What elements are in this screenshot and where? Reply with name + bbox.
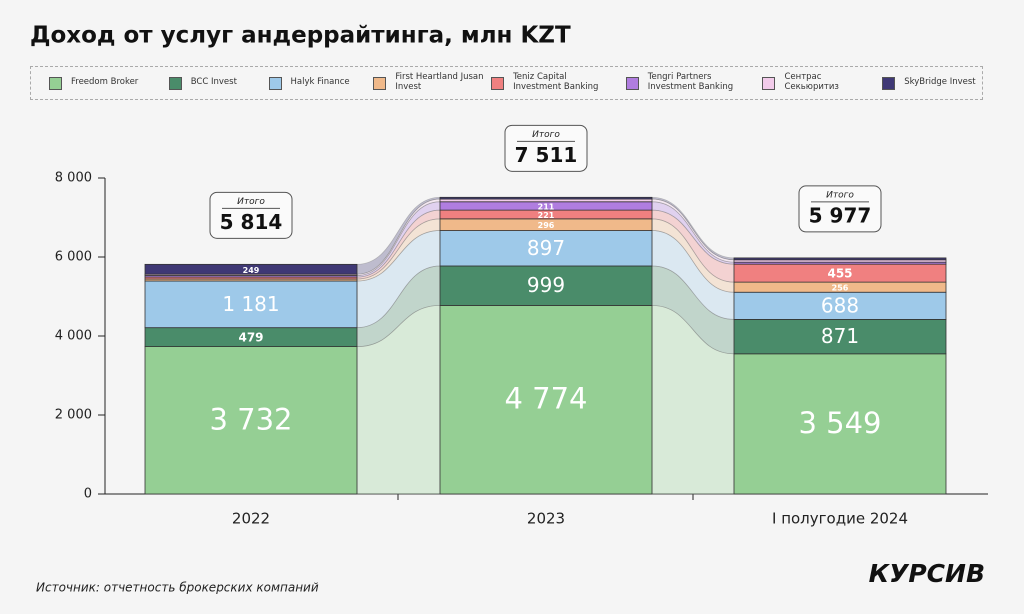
legend-label: Teniz Capital Investment Banking [513,72,599,92]
value-label: 688 [821,293,859,317]
brand: КУРСИВ [869,559,985,588]
legend-label: BCC Invest [190,77,237,88]
bar-segment [439,196,653,200]
bar-segment [439,198,653,203]
value-label: 3 732 [209,402,292,436]
y-tick-label: 8 000 [55,171,92,186]
total-box [798,185,882,233]
value-label: 221 [538,211,555,220]
legend-item: Сентрас Секьюритиз [762,72,882,93]
legend-swatch [373,76,387,90]
legend-label: Freedom Broker [71,77,139,88]
y-tick-label: 0 [84,487,92,502]
value-label: 897 [527,236,565,260]
legend-label: SkyBridge Invest [904,77,976,88]
legend-swatch [49,76,62,90]
bar-segment [439,230,653,267]
total-label: 7 511 [515,143,578,167]
y-tick-label: 6 000 [55,250,92,265]
source: Источник: отчетность брокерских компаний [36,581,319,595]
value-label: 4 774 [504,382,587,416]
legend-swatch [625,76,639,90]
legend-item: Halyk Finance [268,76,374,90]
total-title: Итого [532,130,560,140]
value-label: 999 [527,273,565,297]
value-label: 256 [832,284,849,293]
bar-segment [144,263,358,275]
total-box [209,191,293,239]
value-label: 211 [538,202,555,211]
bar-segment [439,305,653,495]
y-tick-label: 4 000 [55,329,92,344]
x-tick-label: I полугодие 2024 [772,510,908,528]
total-title: Итого [826,190,854,200]
legend-item: BCC Invest [168,76,269,90]
bar-segment [439,265,653,306]
bar-segment [144,280,358,329]
legend-swatch [762,76,776,90]
bar-segment [144,346,358,495]
total-label: 5 814 [220,210,283,234]
legend-label: First Heartland Jusan Invest [395,72,484,92]
legend: Freedom Broker BCC Invest Halyk Finance Fir… [30,66,983,100]
legend-swatch [491,76,505,90]
legend-item: Tengri Partners Investment Banking [625,72,763,93]
x-tick-label: 2023 [527,510,565,528]
legend-label: Сентрас Секьюритиз [784,72,839,92]
value-label: 871 [821,324,859,348]
bar-segment [733,319,947,355]
legend-item: SkyBridge Invest [882,76,982,90]
x-tick-label: 2022 [232,510,270,528]
value-label: 1 181 [222,292,279,316]
legend-item: First Heartland Jusan Invest [373,72,491,93]
value-label: 249 [243,266,260,275]
legend-label: Halyk Finance [290,77,350,88]
chart-title: Доход от услуг андеррайтинга, млн KZT [30,23,571,49]
value-label: 296 [538,221,555,230]
legend-label: Tengri Partners Investment Banking [647,72,734,92]
legend-swatch [882,76,896,90]
value-label: 479 [238,331,263,345]
value-label: 3 549 [798,406,881,440]
total-label: 5 977 [809,203,872,227]
legend-swatch [168,76,182,90]
total-box [504,124,588,172]
y-tick-label: 2 000 [55,408,92,423]
value-label: 455 [827,267,852,281]
legend-item: Teniz Capital Investment Banking [491,72,626,93]
total-title: Итого [237,197,265,207]
legend-item: Freedom Broker [49,76,169,90]
bar-segment [733,257,947,261]
legend-swatch [268,76,282,90]
